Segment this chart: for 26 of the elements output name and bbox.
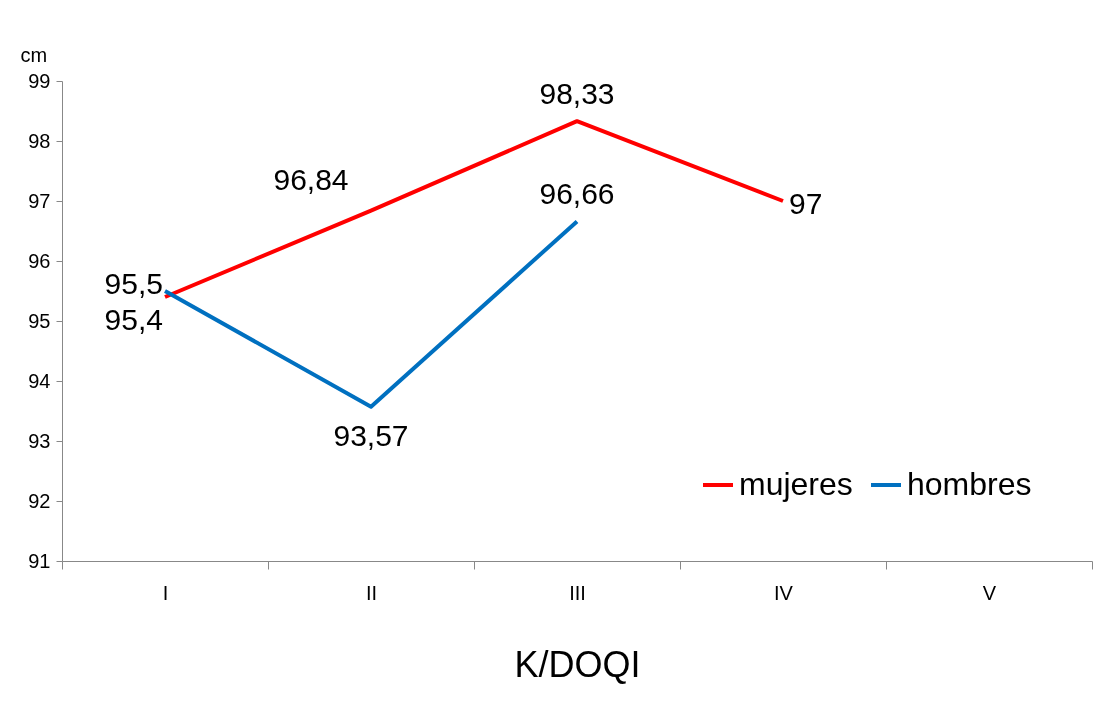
data-label: 96,66	[539, 177, 615, 211]
legend-label: mujeres	[739, 466, 853, 502]
y-tick-label: 98	[28, 129, 51, 152]
y-tick-label: 92	[28, 489, 51, 512]
data-label: 93,57	[333, 418, 409, 452]
x-tick-label: III	[569, 581, 586, 604]
x-tick-label: II	[365, 581, 378, 604]
y-tick-label: 99	[28, 69, 51, 92]
x-tick-label: IV	[774, 581, 794, 604]
x-tick-label: I	[162, 581, 169, 604]
data-label: 96,84	[273, 162, 349, 196]
line-series	[163, 119, 785, 299]
y-axis-title: cm	[20, 43, 48, 66]
y-tick-label: 95	[28, 309, 51, 332]
data-label: 95,5	[104, 267, 163, 300]
data-label: 98,33	[539, 77, 615, 111]
y-tick-label: 93	[28, 429, 51, 452]
x-axis-title: K/DOQI	[514, 643, 641, 685]
y-tick-label: 97	[28, 189, 51, 212]
x-tick-label: V	[982, 581, 997, 604]
data-label: 95,4	[104, 303, 163, 336]
y-tick-label: 94	[28, 369, 51, 392]
data-label: 97	[789, 187, 823, 220]
legend-label: hombres	[907, 466, 1032, 502]
y-tick-label: 96	[28, 249, 51, 272]
y-tick-label: 91	[28, 549, 51, 572]
